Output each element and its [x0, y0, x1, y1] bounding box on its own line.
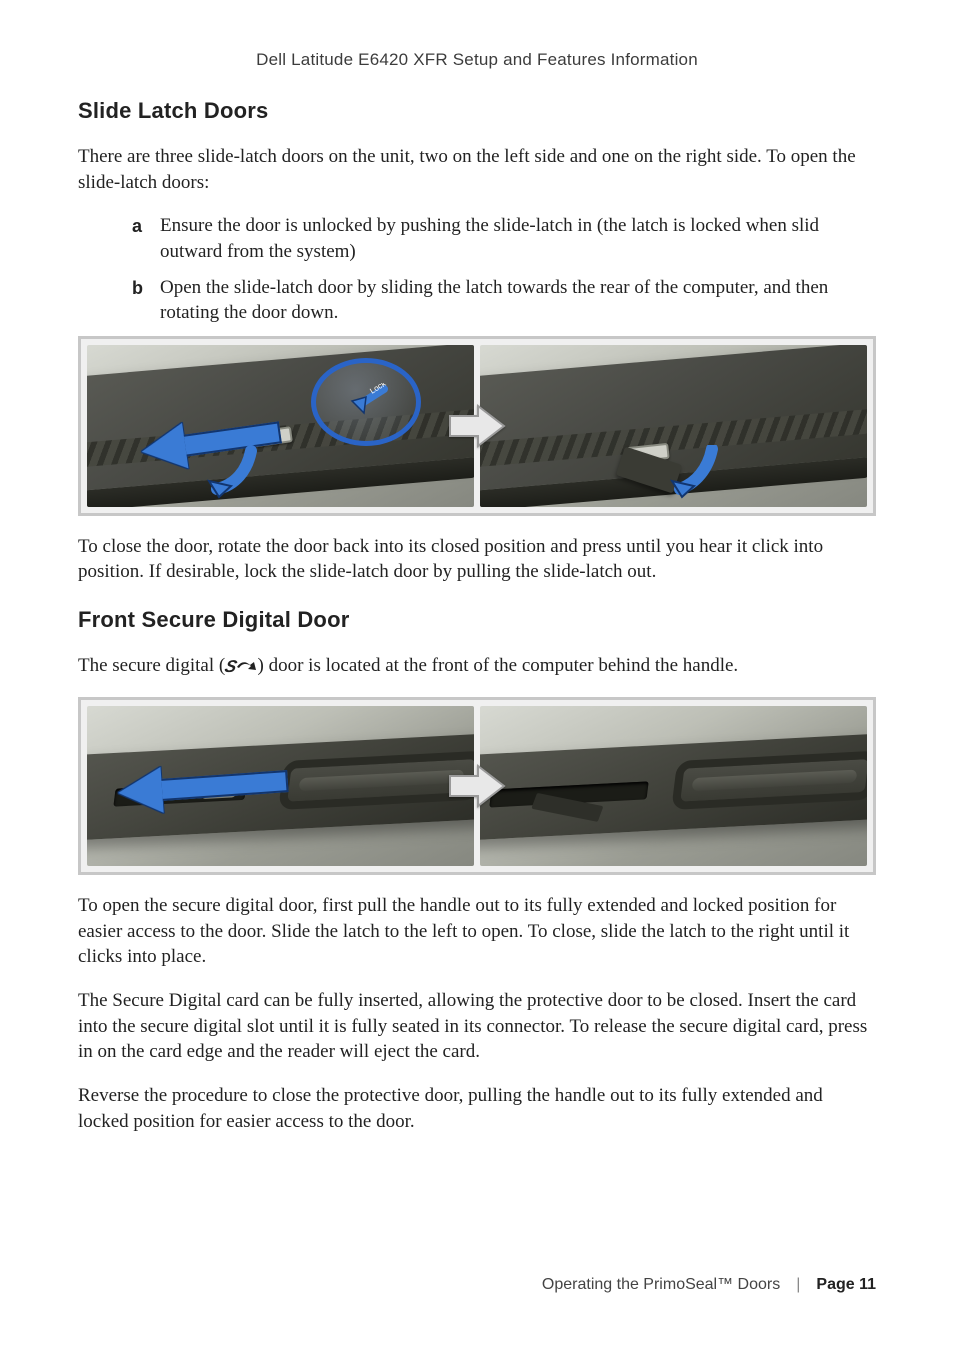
- step-marker-a: a: [132, 214, 160, 238]
- sd-intro-pre: The secure digital (: [78, 655, 225, 676]
- steps-list: a Ensure the door is unlocked by pushing…: [132, 213, 876, 326]
- figure-sd-door: [78, 697, 876, 875]
- figure-panel-left: Lock: [87, 345, 474, 507]
- front-edge-right: [480, 733, 867, 842]
- footer-separator: |: [796, 1276, 800, 1294]
- sd-intro-post: ) door is located at the front of the co…: [258, 655, 739, 676]
- lock-callout-circle: Lock: [311, 358, 421, 446]
- transition-arrow-icon-2: [448, 762, 506, 810]
- post-figure-paragraph: To close the door, rotate the door back …: [78, 534, 876, 585]
- lock-mini-arrow: Lock: [344, 383, 388, 415]
- arrow-rotate-down-2: [666, 445, 726, 501]
- page-footer: Operating the PrimoSeal™ Doors | Page 11: [542, 1276, 876, 1294]
- footer-page-number: Page 11: [816, 1276, 876, 1294]
- transition-arrow-icon: [448, 402, 506, 450]
- sd-p1: To open the secure digital door, first p…: [78, 893, 876, 970]
- sd-p2: The Secure Digital card can be fully ins…: [78, 988, 876, 1065]
- figure-panel-right: [480, 345, 867, 507]
- sd-p3: Reverse the procedure to close the prote…: [78, 1083, 876, 1134]
- page-root: Dell Latitude E6420 XFR Setup and Featur…: [0, 0, 954, 1354]
- sd-card-icon: S: [225, 656, 257, 679]
- handle-left: [278, 751, 474, 810]
- figure2-panel-right: [480, 706, 867, 866]
- footer-chapter: Operating the PrimoSeal™ Doors: [542, 1276, 780, 1294]
- handle-right: [671, 751, 867, 810]
- figure-slide-latch: Lock: [78, 336, 876, 516]
- running-header: Dell Latitude E6420 XFR Setup and Featur…: [78, 50, 876, 70]
- arrow-rotate-down: [203, 445, 263, 501]
- sd-intro-paragraph: The secure digital (S) door is located a…: [78, 653, 876, 679]
- figure2-panel-left: [87, 706, 474, 866]
- step-b: b Open the slide-latch door by sliding t…: [132, 275, 876, 326]
- step-marker-b: b: [132, 276, 160, 300]
- step-a: a Ensure the door is unlocked by pushing…: [132, 213, 876, 264]
- intro-paragraph: There are three slide-latch doors on the…: [78, 144, 876, 195]
- heading-slide-latch-doors: Slide Latch Doors: [78, 98, 876, 124]
- heading-front-sd-door: Front Secure Digital Door: [78, 607, 876, 633]
- step-text-b: Open the slide-latch door by sliding the…: [160, 275, 876, 326]
- step-text-a: Ensure the door is unlocked by pushing t…: [160, 213, 876, 264]
